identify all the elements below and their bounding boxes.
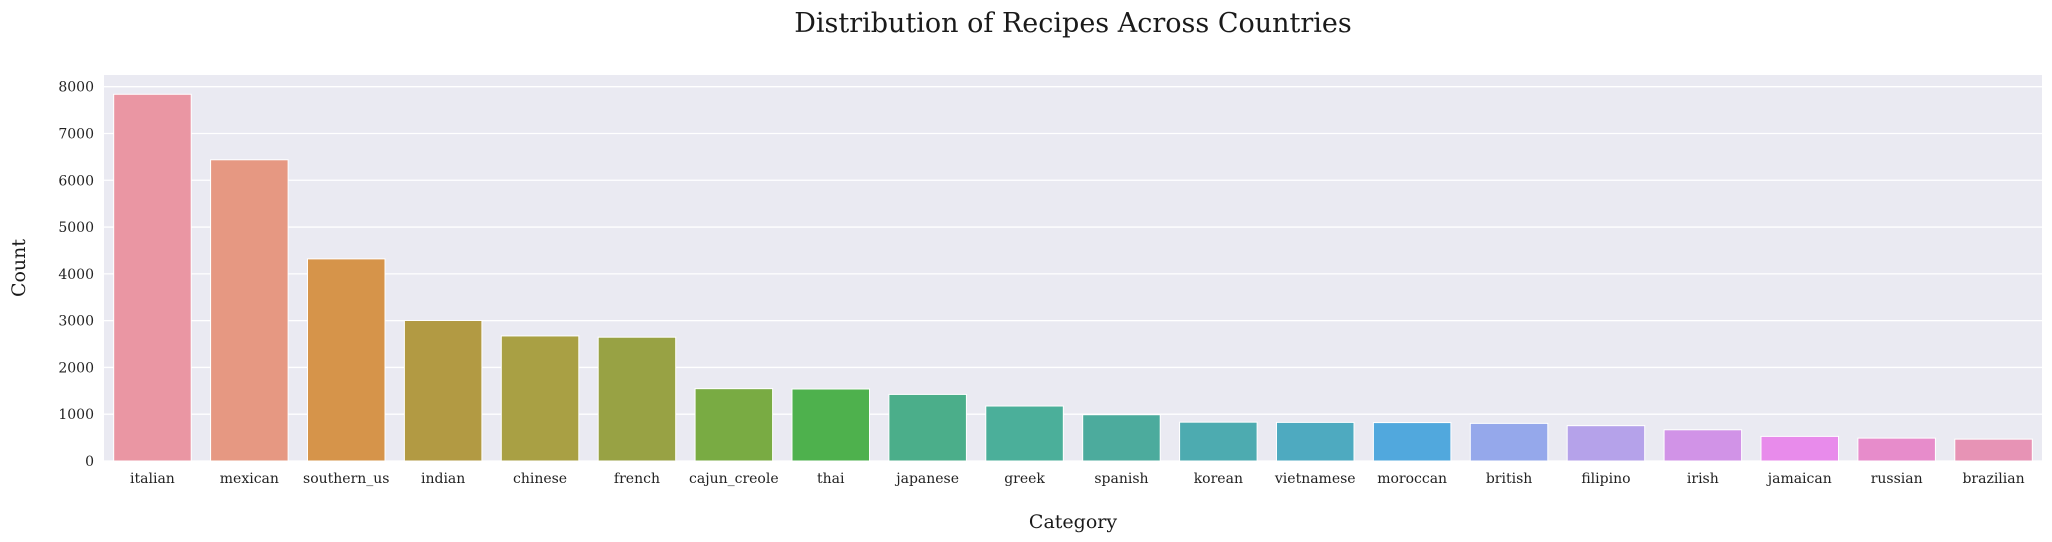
x-tick-label: southern_us <box>303 471 389 487</box>
y-tick-label: 6000 <box>58 173 94 189</box>
bar-japanese <box>888 393 967 462</box>
bar-korean <box>1179 421 1258 462</box>
x-tick-label: mexican <box>220 471 279 487</box>
bar-french <box>597 336 677 462</box>
y-tick-label: 4000 <box>58 267 94 283</box>
x-axis-ticks: italian mexican southern_us indian chinese fr… <box>130 471 2025 487</box>
bar-thai <box>791 388 871 462</box>
x-tick-label: chinese <box>513 471 567 487</box>
x-tick-label: greek <box>1004 471 1045 487</box>
x-tick-label: korean <box>1194 471 1243 487</box>
y-tick-label: 2000 <box>58 360 94 376</box>
x-tick-label: filipino <box>1581 471 1630 487</box>
x-tick-label: russian <box>1871 471 1923 487</box>
bar-moroccan <box>1372 422 1452 462</box>
x-tick-label: brazilian <box>1962 471 2024 487</box>
bar-brazilian <box>1954 438 2033 462</box>
y-tick-label: 8000 <box>58 80 94 96</box>
bar-italian <box>113 93 192 462</box>
bar-british <box>1469 422 1549 462</box>
chart-title: Distribution of Recipes Across Countries <box>794 8 1352 39</box>
y-tick-label: 3000 <box>58 314 94 330</box>
x-tick-label: moroccan <box>1377 471 1447 487</box>
x-tick-label: spanish <box>1094 471 1148 487</box>
y-tick-label: 1000 <box>58 407 94 423</box>
bar-mexican <box>210 159 289 462</box>
x-tick-label: vietnamese <box>1274 471 1356 487</box>
y-tick-label: 7000 <box>58 126 94 142</box>
x-tick-label: indian <box>421 471 465 487</box>
y-axis-ticks: 0 1000 2000 3000 4000 5000 6000 7000 8000 <box>58 80 94 470</box>
bar-spanish <box>1082 414 1161 462</box>
x-tick-label: japanese <box>894 471 959 487</box>
bars <box>113 93 2033 462</box>
x-axis-label: Category <box>1029 511 1117 533</box>
x-tick-label: cajun_creole <box>689 471 779 487</box>
x-tick-label: british <box>1486 471 1532 487</box>
x-tick-label: jamaican <box>1766 471 1832 487</box>
bar-vietnamese <box>1275 421 1355 462</box>
bar-jamaican <box>1760 435 1840 462</box>
bar-irish <box>1663 429 1743 462</box>
y-axis-label: Count <box>8 239 30 297</box>
x-tick-label: thai <box>817 471 845 487</box>
x-tick-label: french <box>614 471 660 487</box>
y-tick-label: 0 <box>85 454 94 470</box>
bar-indian <box>403 319 483 462</box>
x-tick-label: italian <box>130 471 175 487</box>
bar-filipino <box>1566 425 1646 462</box>
bar-russian <box>1857 437 1936 462</box>
y-tick-label: 5000 <box>58 220 94 236</box>
bar-cajun_creole <box>694 388 774 462</box>
bar-greek <box>985 405 1064 462</box>
bar-southern_us <box>306 258 386 462</box>
x-tick-label: irish <box>1687 471 1719 487</box>
bar-chinese <box>500 335 580 462</box>
